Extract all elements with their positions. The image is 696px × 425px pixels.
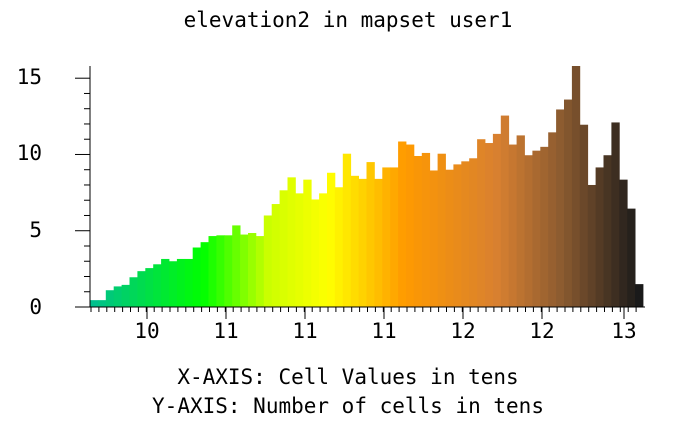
histogram-bar xyxy=(184,258,194,307)
histogram-bar xyxy=(382,167,391,307)
histogram-bar xyxy=(413,155,423,307)
histogram-bar xyxy=(279,190,288,307)
histogram-bar xyxy=(192,247,201,307)
histogram-bar xyxy=(248,233,257,307)
histogram-bar xyxy=(255,236,265,307)
histogram-bar xyxy=(500,115,510,307)
histogram-bar xyxy=(485,143,494,307)
x-tick-label: 11 xyxy=(292,319,317,343)
histogram-bar xyxy=(492,133,502,307)
x-tick-label: 12 xyxy=(450,319,475,343)
histogram-bar xyxy=(334,187,344,307)
y-ticks-group xyxy=(75,77,90,308)
histogram-bar xyxy=(548,132,557,307)
histogram-bar xyxy=(303,179,312,307)
histogram-bar xyxy=(327,172,336,307)
x-ticks-group xyxy=(90,307,637,319)
histogram-bar xyxy=(374,178,383,307)
histogram-bar xyxy=(145,268,154,307)
histogram-bar xyxy=(161,258,170,307)
y-tick-label: 15 xyxy=(17,65,42,89)
histogram-bar xyxy=(421,152,431,307)
histogram-bar xyxy=(579,124,589,307)
histogram-bar xyxy=(129,277,138,307)
histogram-bar xyxy=(627,208,636,307)
histogram-bar xyxy=(232,225,241,307)
histogram-bar xyxy=(469,158,478,307)
x-tick-label: 11 xyxy=(371,319,396,343)
histogram-bar xyxy=(287,177,296,307)
histogram-bar xyxy=(90,300,99,307)
histogram-bar xyxy=(216,235,225,307)
histogram-bar xyxy=(153,264,162,307)
histogram-bar xyxy=(532,150,541,307)
histogram-bar xyxy=(508,144,517,307)
histogram-bar xyxy=(461,161,470,307)
histogram-bar xyxy=(595,167,604,307)
x-axis-caption: X-AXIS: Cell Values in tens xyxy=(177,365,518,389)
histogram-bar xyxy=(200,242,209,307)
bars-group xyxy=(90,66,644,307)
histogram-bar xyxy=(342,153,352,307)
histogram-bar xyxy=(319,193,328,307)
histogram-bar xyxy=(105,290,115,307)
histogram-bar xyxy=(445,169,454,307)
histogram-bar xyxy=(453,164,462,307)
histogram-bar xyxy=(429,170,438,307)
y-tick-label: 5 xyxy=(29,218,42,242)
chart-title: elevation2 in mapset user1 xyxy=(184,8,513,32)
histogram-bar xyxy=(311,199,320,307)
histogram-bar xyxy=(571,66,581,307)
x-tick-label: 10 xyxy=(134,319,159,343)
histogram-bar xyxy=(350,175,359,307)
histogram-bar xyxy=(477,139,486,307)
y-tick-label: 10 xyxy=(17,141,42,165)
histogram-bar xyxy=(611,122,620,307)
histogram-bar xyxy=(540,146,549,307)
histogram-bar xyxy=(271,204,280,307)
histogram-bar xyxy=(603,155,612,307)
histogram-bar xyxy=(121,284,130,307)
histogram-bar xyxy=(263,215,273,307)
histogram-bar xyxy=(97,300,107,307)
histogram-bar xyxy=(358,178,367,307)
histogram-bar xyxy=(208,236,217,307)
x-tick-label: 13 xyxy=(611,319,636,343)
histogram-bar xyxy=(224,235,233,307)
histogram-bar xyxy=(556,109,565,307)
histogram-bar xyxy=(390,167,399,307)
histogram-bar xyxy=(635,284,644,307)
histogram-bar xyxy=(240,234,249,307)
y-tick-label: 0 xyxy=(29,295,42,319)
histogram-bar xyxy=(398,141,407,307)
y-axis-caption: Y-AXIS: Number of cells in tens xyxy=(152,394,544,418)
histogram-bar xyxy=(524,155,533,307)
histogram-bar xyxy=(406,144,415,307)
histogram-bar xyxy=(295,193,304,307)
histogram-bar xyxy=(516,135,525,307)
histogram-bar xyxy=(137,271,146,307)
x-tick-label: 12 xyxy=(529,319,554,343)
histogram-bar xyxy=(169,261,178,307)
histogram-bar xyxy=(437,153,446,307)
histogram-bar xyxy=(366,162,375,307)
histogram-bar xyxy=(564,99,573,307)
x-tick-label: 11 xyxy=(213,319,238,343)
histogram-bar xyxy=(176,258,186,307)
histogram-bar xyxy=(587,184,596,307)
histogram-bar xyxy=(113,286,122,307)
histogram-bar xyxy=(619,179,628,307)
